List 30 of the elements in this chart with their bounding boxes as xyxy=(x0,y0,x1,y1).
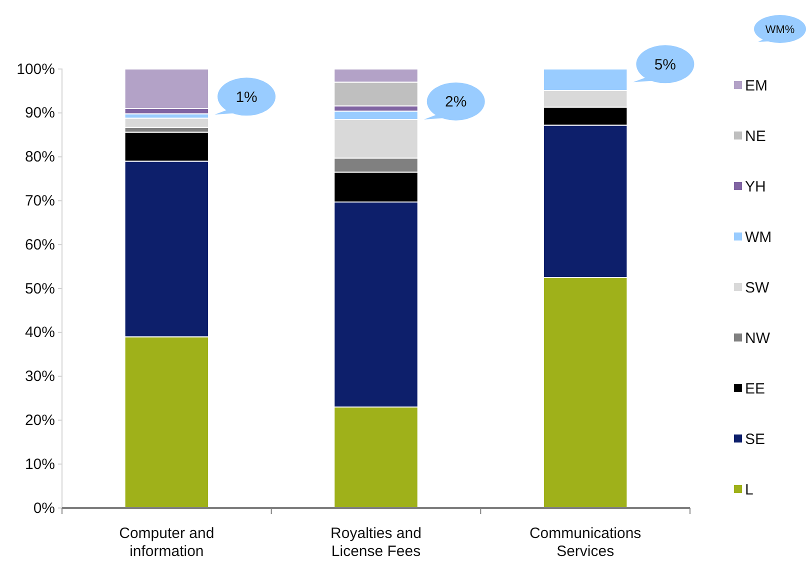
y-tick-label: 50% xyxy=(24,280,55,298)
legend-label: NE xyxy=(745,128,766,145)
legend-label: EE xyxy=(745,380,766,398)
legend-label: NW xyxy=(745,330,771,347)
legend-label: YH xyxy=(745,178,766,196)
y-tick-label: 30% xyxy=(24,368,55,386)
legend-label: SE xyxy=(745,431,766,448)
x-tick-label: Royalties and License Fees xyxy=(330,525,422,560)
annotation: 5% xyxy=(654,56,676,74)
y-tick-label: 90% xyxy=(24,104,55,122)
y-tick-label: 80% xyxy=(24,148,55,166)
speech-bubble: 1% xyxy=(214,78,276,116)
y-tick-label: 40% xyxy=(24,324,55,342)
annotation: 2% xyxy=(445,94,467,111)
speech-bubble: WM% xyxy=(754,15,806,43)
y-tick-label: 10% xyxy=(24,456,55,473)
x-tick-label: Computer and information xyxy=(119,525,214,560)
speech-bubble: 2% xyxy=(424,82,485,120)
y-tick-label: 20% xyxy=(24,412,55,429)
speech-bubble: 5% xyxy=(633,45,694,84)
x-tick-label: Communications Services xyxy=(529,525,642,560)
y-tick-label: 70% xyxy=(24,192,55,210)
legend-label: L xyxy=(745,482,754,498)
y-tick-label: 0% xyxy=(33,500,55,517)
legend-label: EM xyxy=(745,78,768,94)
annotation: 1% xyxy=(236,88,258,106)
legend-label: WM xyxy=(745,229,772,246)
legend-label: SW xyxy=(745,280,770,296)
y-tick-label: 100% xyxy=(16,60,55,78)
y-tick-label: 60% xyxy=(24,236,55,254)
